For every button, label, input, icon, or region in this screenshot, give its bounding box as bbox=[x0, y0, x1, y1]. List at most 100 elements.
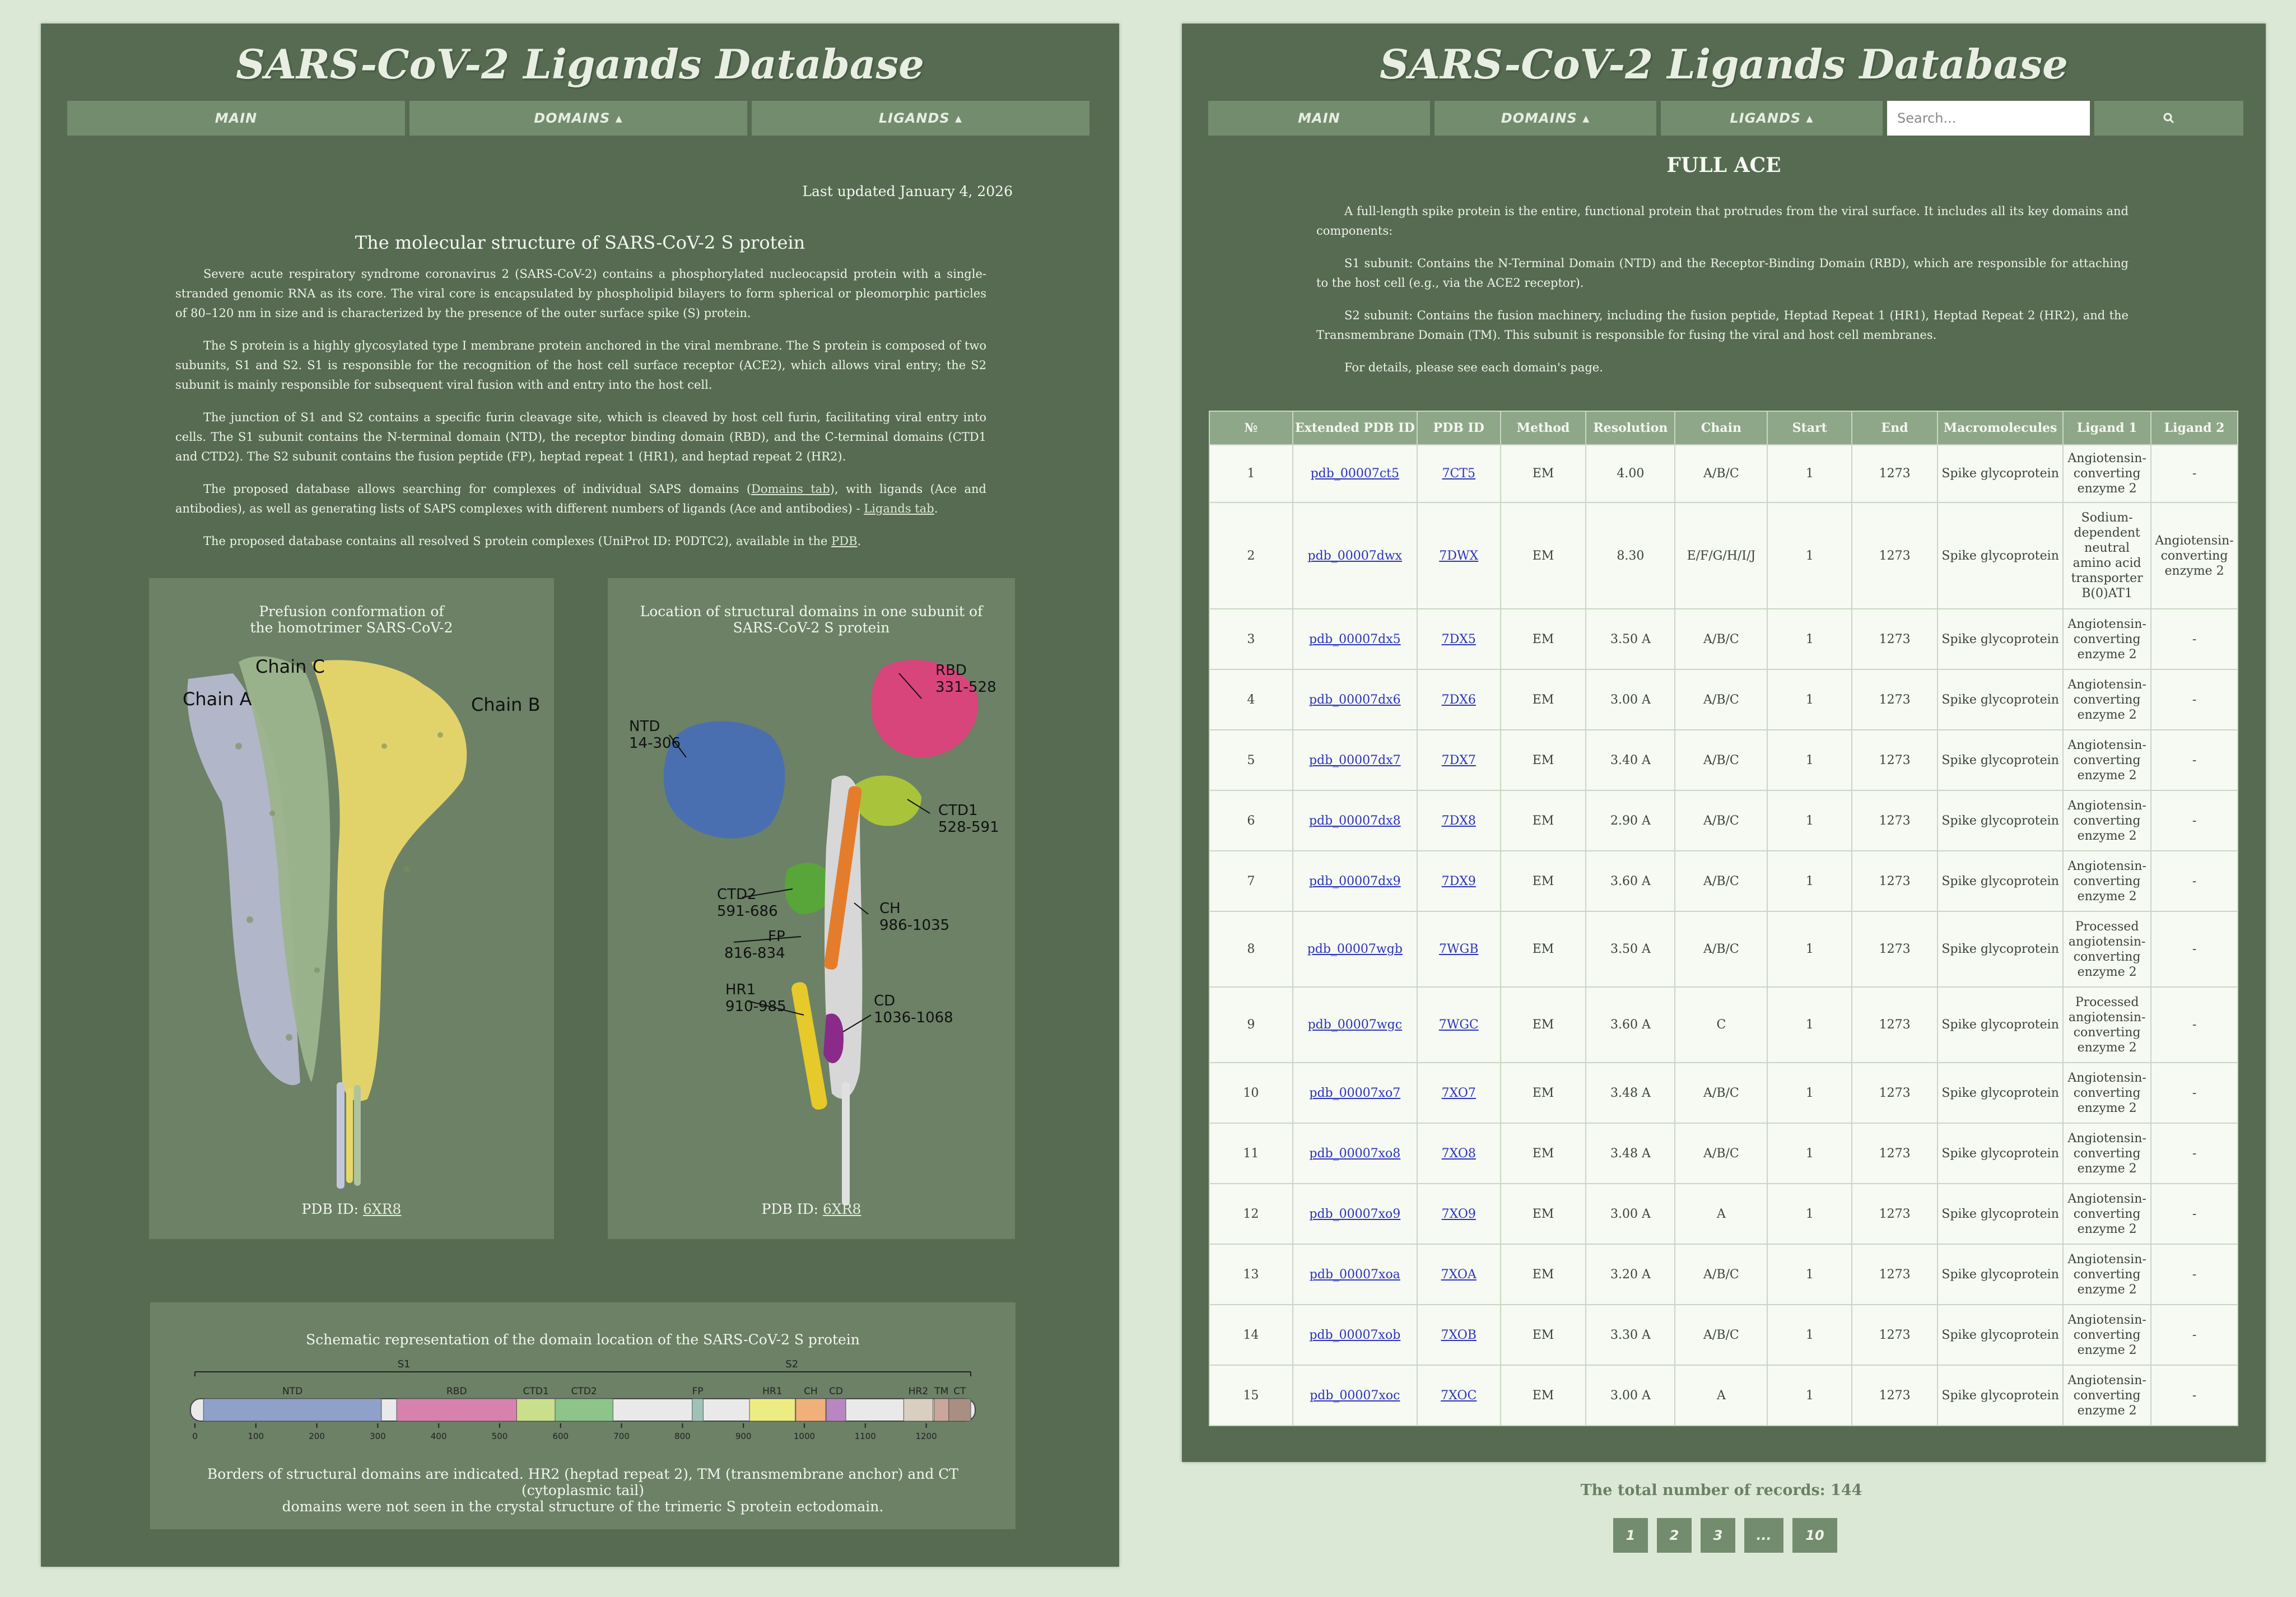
table-row: 9 pdb_00007wgc 7WGC EM 3.60 A C 1 1273 Spike gly… bbox=[1209, 986, 2238, 1063]
table-cell: pdb_00007wgc bbox=[1292, 986, 1418, 1063]
domains-tab-link[interactable]: Domains tab bbox=[751, 482, 830, 496]
domain-segment-cd bbox=[826, 1398, 846, 1422]
extended-pdb-link[interactable]: pdb_00007xo9 bbox=[1309, 1207, 1401, 1221]
pdb-id-link[interactable]: 7XO7 bbox=[1441, 1086, 1476, 1100]
table-cell: 12 bbox=[1209, 1183, 1293, 1245]
page-ellipsis: ... bbox=[1744, 1518, 1783, 1553]
pdb-id-link[interactable]: 7XOB bbox=[1441, 1328, 1477, 1342]
table-cell: 11 bbox=[1209, 1123, 1293, 1184]
table-cell: pdb_00007xob bbox=[1292, 1304, 1418, 1366]
extended-pdb-link[interactable]: pdb_00007wgc bbox=[1307, 1018, 1403, 1032]
pdb-id-link[interactable]: 7XO8 bbox=[1441, 1146, 1476, 1161]
nav-domains[interactable]: DOMAINS ▴ bbox=[1435, 101, 1656, 136]
table-cell: - bbox=[2150, 444, 2238, 503]
cd-name: CD bbox=[874, 993, 896, 1009]
page-button[interactable]: 2 bbox=[1657, 1518, 1692, 1553]
axis-tick-label: 800 bbox=[674, 1431, 691, 1441]
pdb-id-link[interactable]: 7WGC bbox=[1438, 1018, 1479, 1032]
page-button[interactable]: 10 bbox=[1792, 1518, 1837, 1553]
pdb-id-link[interactable]: 7DX8 bbox=[1441, 813, 1476, 828]
extended-pdb-link[interactable]: pdb_00007xoa bbox=[1309, 1267, 1400, 1282]
pdb-id-link[interactable]: 7DX6 bbox=[1441, 692, 1476, 707]
table-cell: A/B/C bbox=[1674, 669, 1768, 730]
page-button[interactable]: 3 bbox=[1701, 1518, 1735, 1553]
table-cell: EM bbox=[1499, 1062, 1587, 1124]
extended-pdb-link[interactable]: pdb_00007dwx bbox=[1307, 548, 1403, 563]
ctd2-range: 591-686 bbox=[717, 903, 778, 920]
table-cell: 9 bbox=[1209, 986, 1293, 1063]
axis-tick-label: 1100 bbox=[855, 1431, 876, 1441]
pdb-6xr8-link[interactable]: 6XR8 bbox=[823, 1201, 861, 1217]
pdb-id-link[interactable]: 7DWX bbox=[1439, 548, 1479, 563]
nav-ligands[interactable]: LIGANDS ▴ bbox=[752, 101, 1089, 136]
table-cell: 7XOC bbox=[1416, 1365, 1501, 1426]
extended-pdb-link[interactable]: pdb_00007dx9 bbox=[1308, 874, 1401, 888]
pdb-6xr8-link[interactable]: 6XR8 bbox=[363, 1201, 402, 1217]
pdb-id-link[interactable]: 7XOC bbox=[1441, 1388, 1477, 1403]
s1-label: S1 bbox=[398, 1358, 411, 1370]
axis-tick-label: 400 bbox=[431, 1431, 447, 1441]
extended-pdb-link[interactable]: pdb_00007dx5 bbox=[1308, 632, 1401, 646]
table-cell: pdb_00007ct5 bbox=[1292, 444, 1418, 503]
table-cell: 3 bbox=[1209, 608, 1293, 670]
extended-pdb-link[interactable]: pdb_00007xo8 bbox=[1309, 1146, 1401, 1161]
extended-pdb-link[interactable]: pdb_00007xo7 bbox=[1309, 1086, 1401, 1100]
extended-pdb-link[interactable]: pdb_00007xoc bbox=[1310, 1388, 1400, 1403]
page-button[interactable]: 1 bbox=[1613, 1518, 1648, 1553]
extended-pdb-link[interactable]: pdb_00007dx6 bbox=[1308, 692, 1401, 707]
nav-main[interactable]: MAIN bbox=[67, 101, 405, 136]
nav-main[interactable]: MAIN bbox=[1208, 101, 1430, 136]
extended-pdb-link[interactable]: pdb_00007ct5 bbox=[1310, 467, 1399, 481]
extended-pdb-link[interactable]: pdb_00007dx8 bbox=[1308, 813, 1401, 828]
pdb-id-link[interactable]: 7DX7 bbox=[1441, 753, 1476, 767]
table-body: 1 pdb_00007ct5 7CT5 EM 4.00 A/B/C 1 1273 Spike g… bbox=[1209, 444, 2238, 1426]
paragraph-5-text-b: . bbox=[857, 534, 861, 548]
table-cell: C bbox=[1674, 986, 1768, 1063]
table-cell: 4.00 bbox=[1585, 444, 1676, 503]
table-cell: E/F/G/H/I/J bbox=[1674, 502, 1768, 609]
table-cell: pdb_00007xo9 bbox=[1292, 1183, 1418, 1245]
domains-caption-line-2: SARS-CoV-2 S protein bbox=[733, 620, 890, 636]
description-paragraph-3: S2 subunit: Contains the fusion machiner… bbox=[1316, 309, 2129, 342]
table-cell: Angiotensin-converting enzyme 2 bbox=[2062, 1365, 2152, 1426]
search-input[interactable]: Search... bbox=[1887, 101, 2090, 136]
axis-tick-label: 600 bbox=[552, 1431, 569, 1441]
domain-label-ntd: NTD bbox=[282, 1386, 302, 1397]
description-paragraph-2: S1 subunit: Contains the N-Terminal Doma… bbox=[1316, 257, 2129, 290]
domain-label-tm: TM bbox=[934, 1386, 948, 1397]
nav-domains[interactable]: DOMAINS ▴ bbox=[409, 101, 747, 136]
table-cell: A/B/C bbox=[1674, 444, 1768, 503]
table-header-row: № Extended PDB ID PDB ID Method Resolution Ch… bbox=[1209, 411, 2238, 445]
pdb-id-link[interactable]: 7WGB bbox=[1439, 942, 1479, 956]
pdb-id-link[interactable]: 7XOA bbox=[1441, 1267, 1477, 1282]
pdb-id-link[interactable]: 7XO9 bbox=[1441, 1207, 1476, 1221]
pdb-id-link[interactable]: 7CT5 bbox=[1442, 467, 1475, 481]
extended-pdb-link[interactable]: pdb_00007wgb bbox=[1307, 942, 1403, 956]
table-cell: Spike glycoprotein bbox=[1937, 1123, 2064, 1184]
table-cell: 3.48 A bbox=[1585, 1062, 1676, 1124]
paragraph-4: The proposed database allows searching f… bbox=[175, 479, 986, 519]
table-header-cell: Ligand 1 bbox=[2062, 411, 2152, 445]
table-row: 15 pdb_00007xoc 7XOC EM 3.00 A A 1 1273 Spike gl… bbox=[1209, 1365, 2238, 1426]
extended-pdb-link[interactable]: pdb_00007xob bbox=[1309, 1328, 1401, 1342]
pdb-id-link[interactable]: 7DX9 bbox=[1441, 874, 1476, 888]
pdb-link[interactable]: PDB bbox=[831, 534, 858, 548]
table-row: 7 pdb_00007dx9 7DX9 EM 3.60 A A/B/C 1 1273 Spike… bbox=[1209, 850, 2238, 912]
search-button[interactable] bbox=[2094, 101, 2243, 136]
table-cell: 13 bbox=[1209, 1244, 1293, 1305]
table-cell: Angiotensin-converting enzyme 2 bbox=[2062, 608, 2152, 670]
ctd2-name: CTD2 bbox=[717, 886, 757, 903]
extended-pdb-link[interactable]: pdb_00007dx7 bbox=[1308, 753, 1401, 767]
axis-tick-label: 500 bbox=[492, 1431, 508, 1441]
pdb-id-link[interactable]: 7DX5 bbox=[1441, 632, 1476, 646]
nav-ligands[interactable]: LIGANDS ▴ bbox=[1661, 101, 1883, 136]
domains-pdb-id: PDB ID: 6XR8 bbox=[608, 1201, 1015, 1217]
axis-tick-label: 1200 bbox=[915, 1431, 937, 1441]
table-cell: Spike glycoprotein bbox=[1937, 1244, 2064, 1305]
table-cell: EM bbox=[1499, 608, 1587, 670]
table-cell: A/B/C bbox=[1674, 790, 1768, 851]
ligands-tab-link[interactable]: Ligands tab bbox=[864, 502, 934, 515]
homotrimer-caption-line-2: the homotrimer SARS-CoV-2 bbox=[250, 620, 453, 636]
table-cell: 7XO9 bbox=[1416, 1183, 1501, 1245]
table-cell: 7WGC bbox=[1416, 986, 1501, 1063]
